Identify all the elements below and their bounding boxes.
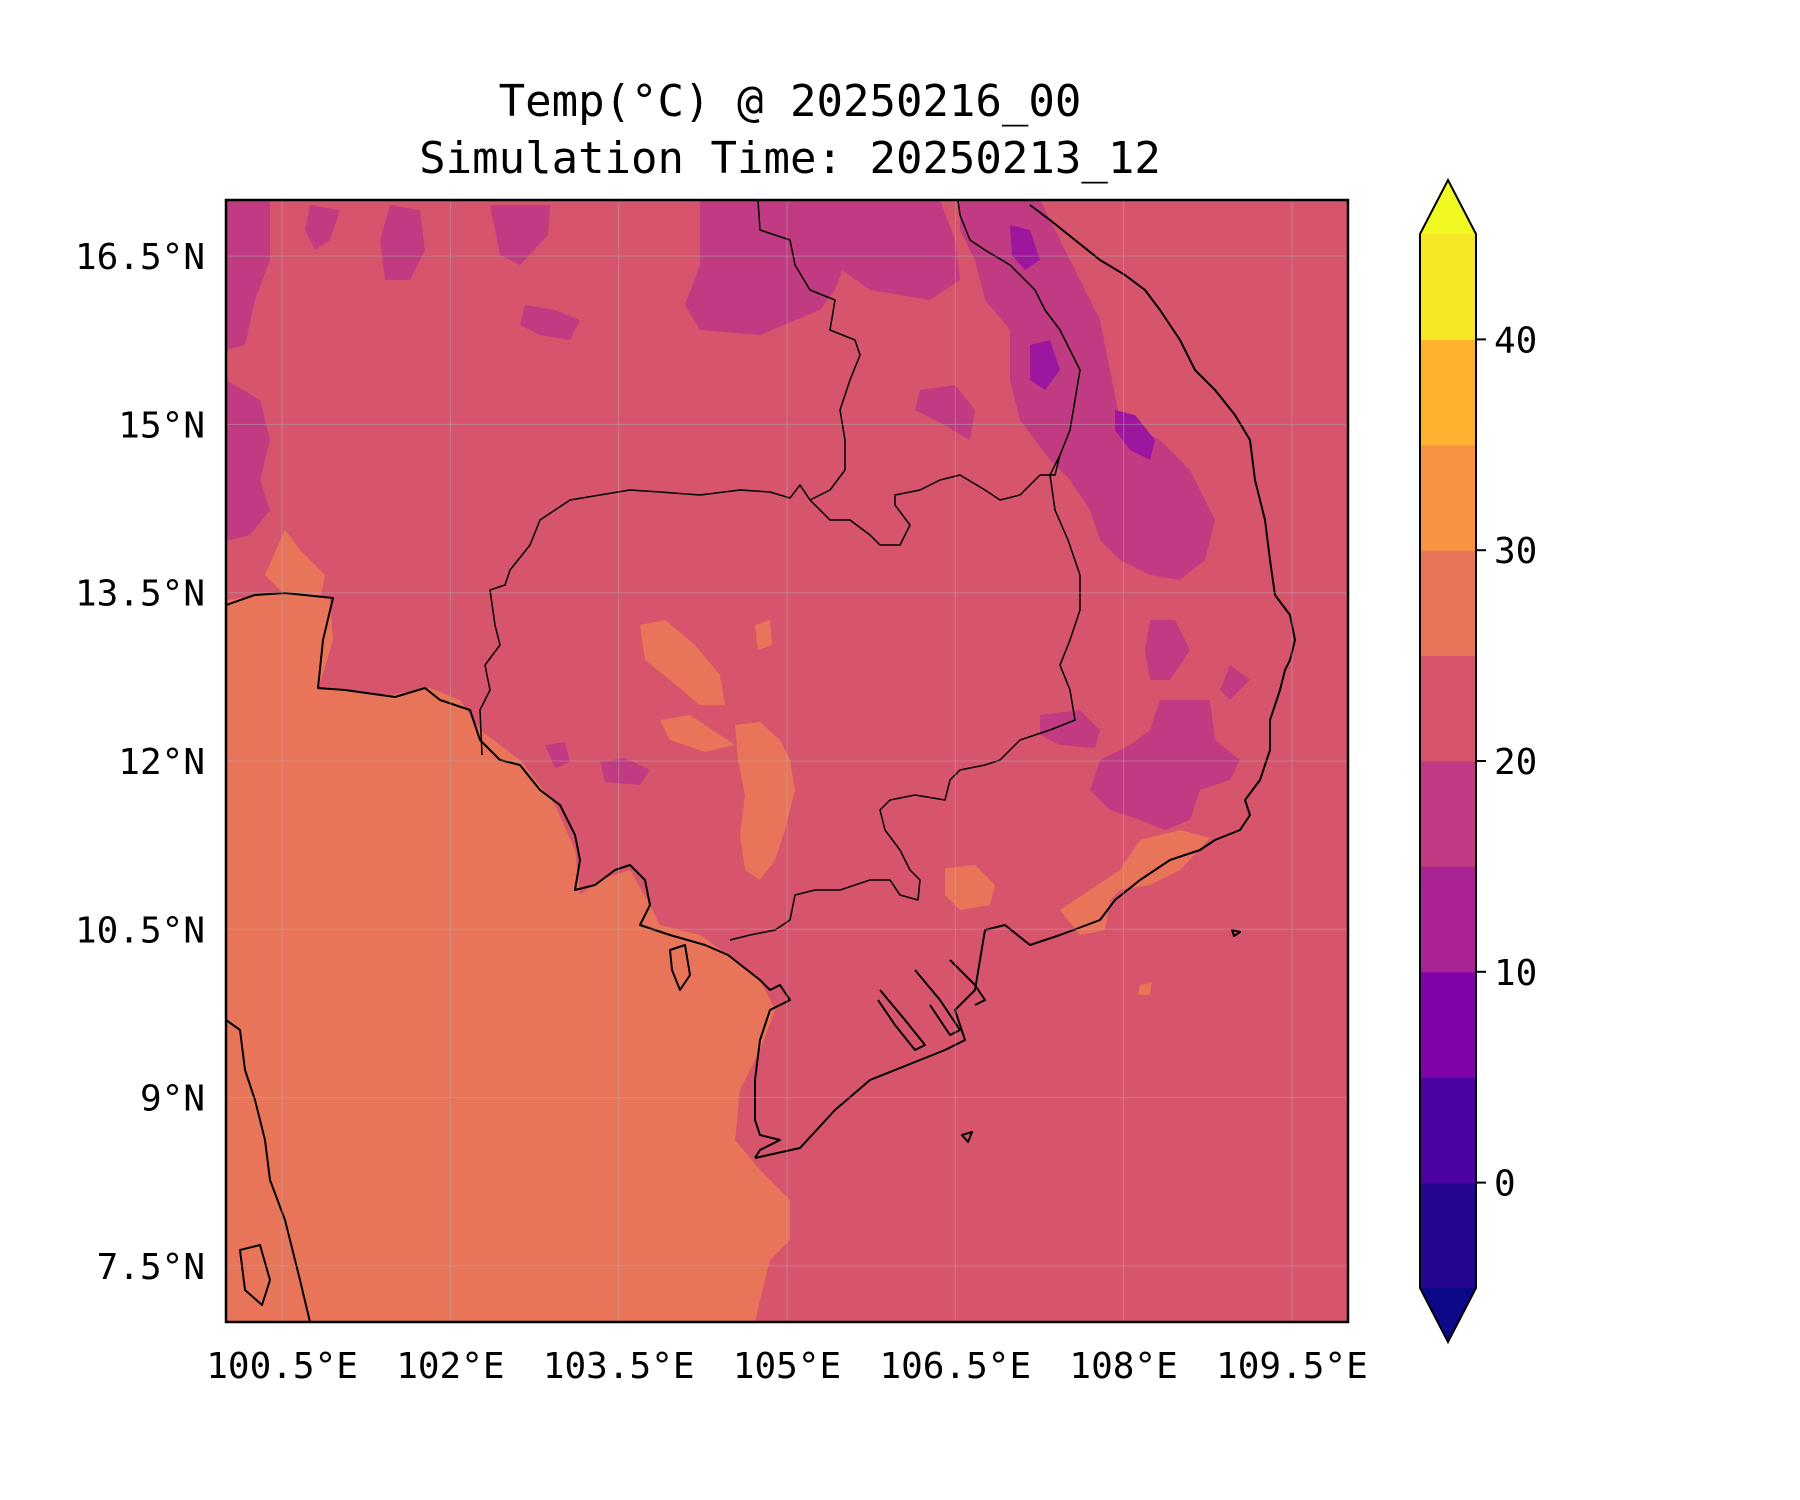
temperature-field-gulf — [226, 592, 790, 1322]
x-tick-label: 106.5°E — [879, 1346, 1031, 1387]
colorbar-over-arrow — [1420, 180, 1476, 234]
cool-patch — [380, 205, 425, 280]
coastlines — [226, 204, 1296, 1322]
colorbar-segment — [1420, 550, 1476, 657]
coastline-mekong-delta — [754, 204, 1296, 1159]
colorbar-segment — [1420, 1077, 1476, 1184]
colorbar-tick-label: 40 — [1494, 320, 1537, 361]
colorbar-segment — [1420, 866, 1476, 973]
border-thailand-cambodia — [479, 200, 861, 756]
warm-patch — [640, 620, 725, 705]
y-tick-label: 16.5°N — [75, 237, 205, 278]
cool-patch — [1145, 620, 1190, 680]
cool-patch — [545, 742, 570, 768]
y-tick-label: 10.5°N — [75, 910, 205, 951]
x-tick-label: 109.5°E — [1216, 1346, 1368, 1387]
y-tick-label: 13.5°N — [75, 574, 205, 615]
country-borders — [479, 200, 1081, 941]
cool-patch — [1220, 665, 1250, 700]
border-laos-cambodia — [809, 454, 1061, 546]
colorbar-segment — [1420, 761, 1476, 867]
warm-patch — [660, 715, 735, 752]
map-frame — [224, 198, 1350, 1324]
cool-patch — [1040, 710, 1100, 748]
cool-patch — [960, 200, 1215, 580]
figure-title: Temp(°C) @ 20250216_00 — [498, 76, 1082, 127]
y-tick-label: 12°N — [118, 742, 205, 783]
border-cambodia-vietnam — [729, 454, 1081, 941]
cool-patch — [490, 205, 550, 265]
y-tick-label: 7.5°N — [97, 1247, 205, 1288]
coastline-island — [669, 944, 691, 991]
warm-patch — [735, 722, 795, 880]
coastline-estuary — [949, 959, 986, 1006]
coastline-estuary — [914, 969, 961, 1036]
colorbar-segment — [1420, 971, 1476, 1078]
colorbar-segment — [1420, 655, 1476, 762]
colorbar-tick-label: 0 — [1494, 1164, 1516, 1205]
coastline-gulf-north — [226, 592, 791, 1159]
coastline-island — [239, 1244, 271, 1306]
y-tick-label: 9°N — [140, 1079, 205, 1120]
coastline-thai-peninsula — [226, 1019, 311, 1322]
warm-patch — [1138, 982, 1152, 995]
coastline-island — [961, 1131, 973, 1143]
x-tick-label: 100.5°E — [206, 1346, 358, 1387]
colorbar-under-arrow — [1420, 1288, 1476, 1342]
colorbar: 0 10 20 30 40 — [1419, 177, 1537, 1345]
cool-patch — [305, 205, 340, 250]
cool-patch — [685, 200, 850, 335]
colorbar-segment — [1420, 339, 1476, 446]
map-area — [226, 200, 1348, 1322]
y-axis: 16.5°N 15°N 13.5°N 12°N 10.5°N 9°N 7.5°N — [75, 237, 205, 1288]
colorbar-tick-label: 20 — [1494, 742, 1537, 783]
x-tick-label: 102°E — [396, 1346, 504, 1387]
cool-patch — [915, 385, 975, 440]
colorbar-tick-label: 30 — [1494, 531, 1537, 572]
x-tick-label: 103.5°E — [543, 1346, 695, 1387]
y-tick-label: 15°N — [118, 405, 205, 446]
cool-patch — [1090, 700, 1240, 830]
cool-patch — [520, 305, 580, 340]
colorbar-segment — [1420, 444, 1476, 551]
cold-patch — [1030, 340, 1060, 390]
colorbar-segment — [1420, 1182, 1476, 1289]
cool-patch — [830, 200, 960, 300]
cool-patch — [600, 758, 650, 785]
figure-subtitle: Simulation Time: 20250213_12 — [419, 133, 1161, 184]
border-laos-vietnam — [957, 200, 1081, 456]
warm-patch — [265, 530, 325, 600]
x-tick-label: 108°E — [1069, 1346, 1177, 1387]
warm-patch — [1060, 830, 1210, 935]
colorbar-segment — [1420, 234, 1476, 340]
cool-patch — [226, 200, 270, 350]
x-axis: 100.5°E 102°E 103.5°E 105°E 106.5°E 108°E 109.… — [206, 1346, 1368, 1387]
colorbar-outline — [1419, 177, 1477, 1345]
warm-patch — [945, 865, 995, 910]
cold-patch — [1010, 225, 1040, 270]
cool-patch — [226, 380, 270, 540]
map-gridlines — [226, 200, 1348, 1322]
warm-patch — [755, 620, 772, 650]
coastline-island — [1231, 929, 1241, 937]
x-tick-label: 105°E — [733, 1346, 841, 1387]
coastline-estuary — [877, 989, 926, 1051]
cold-patch — [1115, 410, 1155, 460]
colorbar-tick-label: 10 — [1494, 953, 1537, 994]
